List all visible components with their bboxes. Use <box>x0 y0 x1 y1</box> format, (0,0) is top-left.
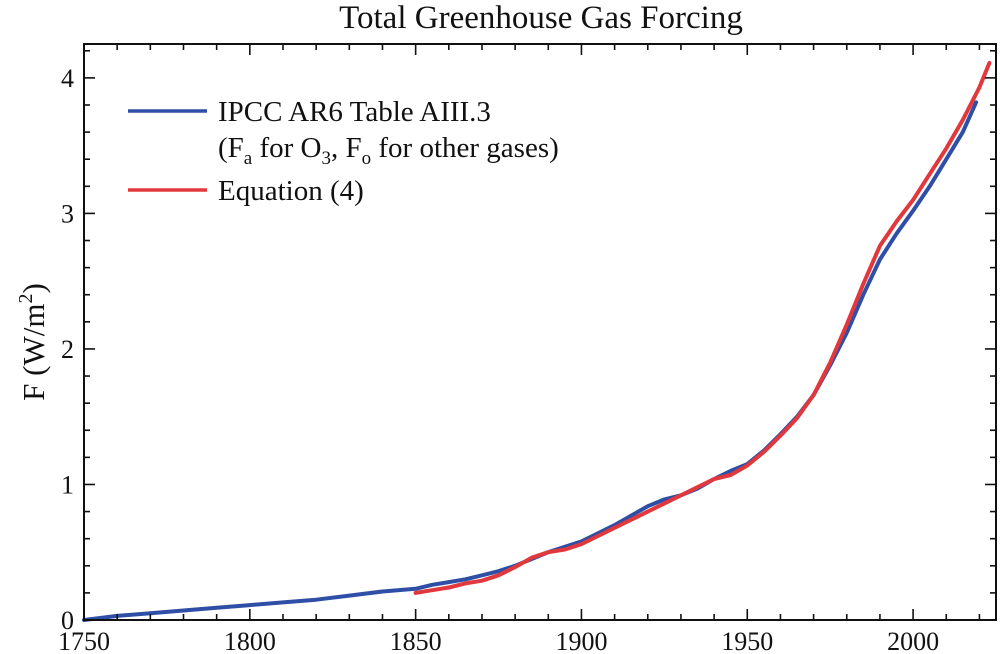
y-axis-label-superscript: 2 <box>15 294 37 304</box>
y-axis-label-close: ) <box>16 283 51 293</box>
axes-layer: 1750 1800 1850 1900 1950 2000 0 1 2 3 4 <box>58 43 997 654</box>
legend: IPCC AR6 Table AIII.3 (Fa for O3, Fo for… <box>128 96 559 207</box>
y-tick-label: 3 <box>61 199 74 228</box>
y-tick-label: 4 <box>61 64 74 93</box>
x-tick-label: 1850 <box>390 627 442 654</box>
plot-frame <box>83 43 997 621</box>
x-tick-label: 1800 <box>224 627 276 654</box>
legend-entry-ipcc-line2: (Fa for O3, Fo for other gases) <box>218 132 559 169</box>
y-axis-label: F (W/m2) <box>15 283 51 401</box>
svg-text:F (W/m2): F (W/m2) <box>15 283 51 401</box>
x-tick-label: 2000 <box>887 627 939 654</box>
y-tick-label: 2 <box>61 335 74 364</box>
legend-entry-ipcc-line1: IPCC AR6 Table AIII.3 <box>218 96 491 128</box>
series-line-ipcc <box>82 100 979 622</box>
y-axis-label-main: F (W/m <box>16 304 51 401</box>
x-tick-label: 1900 <box>555 627 607 654</box>
chart-title: Total Greenhouse Gas Forcing <box>339 0 743 36</box>
x-tick-label: 1950 <box>721 627 773 654</box>
series-line-equation <box>413 61 992 595</box>
y-tick-label: 0 <box>61 606 74 635</box>
y-tick-label: 1 <box>61 470 74 499</box>
series-layer <box>82 61 992 622</box>
legend-entry-equation: Equation (4) <box>218 175 364 207</box>
x-tick-label: 1750 <box>58 627 110 654</box>
